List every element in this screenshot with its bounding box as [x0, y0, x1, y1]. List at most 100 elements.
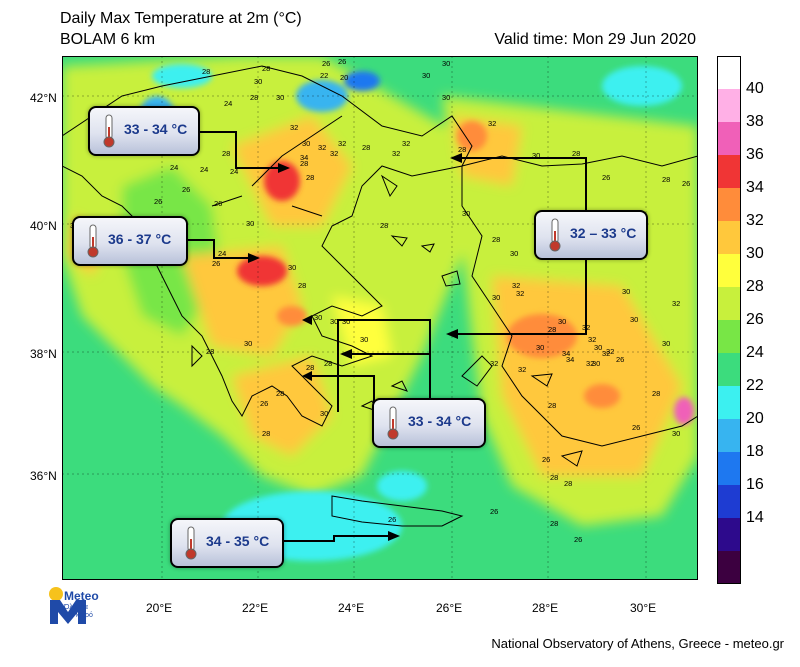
map-value: 30 [536, 343, 544, 352]
map-value: 32 [402, 139, 410, 148]
legend-label: 16 [746, 476, 764, 493]
legend-swatch [717, 155, 741, 189]
lon-label-22: 22°E [242, 601, 269, 615]
map-value: 30 [492, 293, 500, 302]
map-value: 28 [262, 429, 270, 438]
lon-label-30: 30°E [630, 601, 657, 615]
map-value: 24 [170, 163, 178, 172]
map-value: 32 [318, 143, 326, 152]
callout-north: 33 - 34 °C [88, 106, 200, 156]
map-value: 26 [338, 57, 346, 66]
map-value: 32 [338, 139, 346, 148]
logo-tagline-2: τον καιρό [64, 612, 93, 619]
map-value: 24 [224, 99, 232, 108]
map-value: 26 [154, 197, 162, 206]
map-value: 32 [488, 119, 496, 128]
meteo-logo [49, 587, 86, 624]
legend-swatch [717, 320, 741, 354]
map-value: 28 [548, 325, 556, 334]
callout-east: 32 – 33 °C [534, 210, 648, 260]
map-value: 24 [200, 165, 208, 174]
callout-west: 36 - 37 °C [72, 216, 188, 266]
map-value: 28 [572, 149, 580, 158]
map-value: 26 [388, 515, 396, 524]
map-value: 26 [260, 399, 268, 408]
legend-label: 40 [746, 80, 764, 97]
lat-label-40: 40°N [30, 219, 57, 233]
map-value: 30 [302, 139, 310, 148]
map-value: 28 [550, 473, 558, 482]
map-value: 30 [422, 71, 430, 80]
thermometer-icon [87, 224, 99, 258]
map-value: 28 [324, 359, 332, 368]
map-value: 30 [246, 219, 254, 228]
map-value: 28 [492, 235, 500, 244]
map-value: 32 [490, 359, 498, 368]
map-value: 32 [330, 149, 338, 158]
map-value: 28 [300, 159, 308, 168]
lon-label-28: 28°E [532, 601, 559, 615]
legend-swatch [717, 485, 741, 519]
lon-label-24: 24°E [338, 601, 365, 615]
map-value: 32 [606, 347, 614, 356]
legend-swatch [717, 89, 741, 123]
map-value: 32 [602, 349, 610, 358]
callout-crete: 34 - 35 °C [170, 518, 284, 568]
valid-time: Valid time: Mon 29 Jun 2020 [494, 31, 696, 48]
legend-swatch [717, 287, 741, 321]
map-value: 24 [230, 167, 238, 176]
map-value: 28 [250, 93, 258, 102]
legend-label: 38 [746, 113, 764, 130]
map-value: 34 [562, 349, 570, 358]
lon-label-20: 20°E [146, 601, 173, 615]
map-value: 28 [548, 401, 556, 410]
map-value: 28 [362, 143, 370, 152]
map-value: 34 [566, 355, 574, 364]
legend-label: 36 [746, 146, 764, 163]
legend-label: 14 [746, 509, 764, 526]
map-value: 26 [490, 507, 498, 516]
map-value: 28 [262, 64, 270, 73]
legend-label: 18 [746, 443, 764, 460]
map-value: 28 [652, 389, 660, 398]
callout-west-text: 36 - 37 °C [108, 231, 172, 247]
map-value: 26 [574, 535, 582, 544]
map-value: 26 [214, 199, 222, 208]
legend-label: 22 [746, 377, 764, 394]
map-value: 32 [518, 365, 526, 374]
logo-tagline-1: Όλα για [64, 604, 88, 611]
map-value: 30 [288, 263, 296, 272]
callout-crete-text: 34 - 35 °C [206, 533, 270, 549]
callout-central-text: 33 - 34 °C [408, 413, 472, 429]
map-value: 30 [442, 59, 450, 68]
map-value: 30 [630, 315, 638, 324]
lat-label-36: 36°N [30, 469, 57, 483]
map-value: 30 [558, 317, 566, 326]
map-value: 30 [320, 409, 328, 418]
map-value: 32 [586, 359, 594, 368]
legend-label: 28 [746, 278, 764, 295]
map-value: 26 [616, 355, 624, 364]
legend-label: 26 [746, 311, 764, 328]
map-value: 32 [516, 289, 524, 298]
map-value: 26 [602, 173, 610, 182]
map-value: 26 [322, 59, 330, 68]
map-value: 28 [306, 363, 314, 372]
map-value: 26 [682, 179, 690, 188]
legend-swatch [717, 56, 741, 90]
logo-tagline: Όλα για τον καιρό [64, 604, 93, 620]
callout-arrows [186, 131, 587, 542]
map-value: 32 [588, 335, 596, 344]
map-value: 26 [212, 259, 220, 268]
legend-swatch [717, 122, 741, 156]
legend-swatch [717, 221, 741, 255]
legend-swatch [717, 419, 741, 453]
legend-swatch [717, 188, 741, 222]
legend-label: 34 [746, 179, 764, 196]
map-value: 30 [314, 313, 322, 322]
map-value: 22 [320, 71, 328, 80]
map-value: 28 [380, 221, 388, 230]
map-value: 30 [360, 335, 368, 344]
map-value: 32 [512, 281, 520, 290]
